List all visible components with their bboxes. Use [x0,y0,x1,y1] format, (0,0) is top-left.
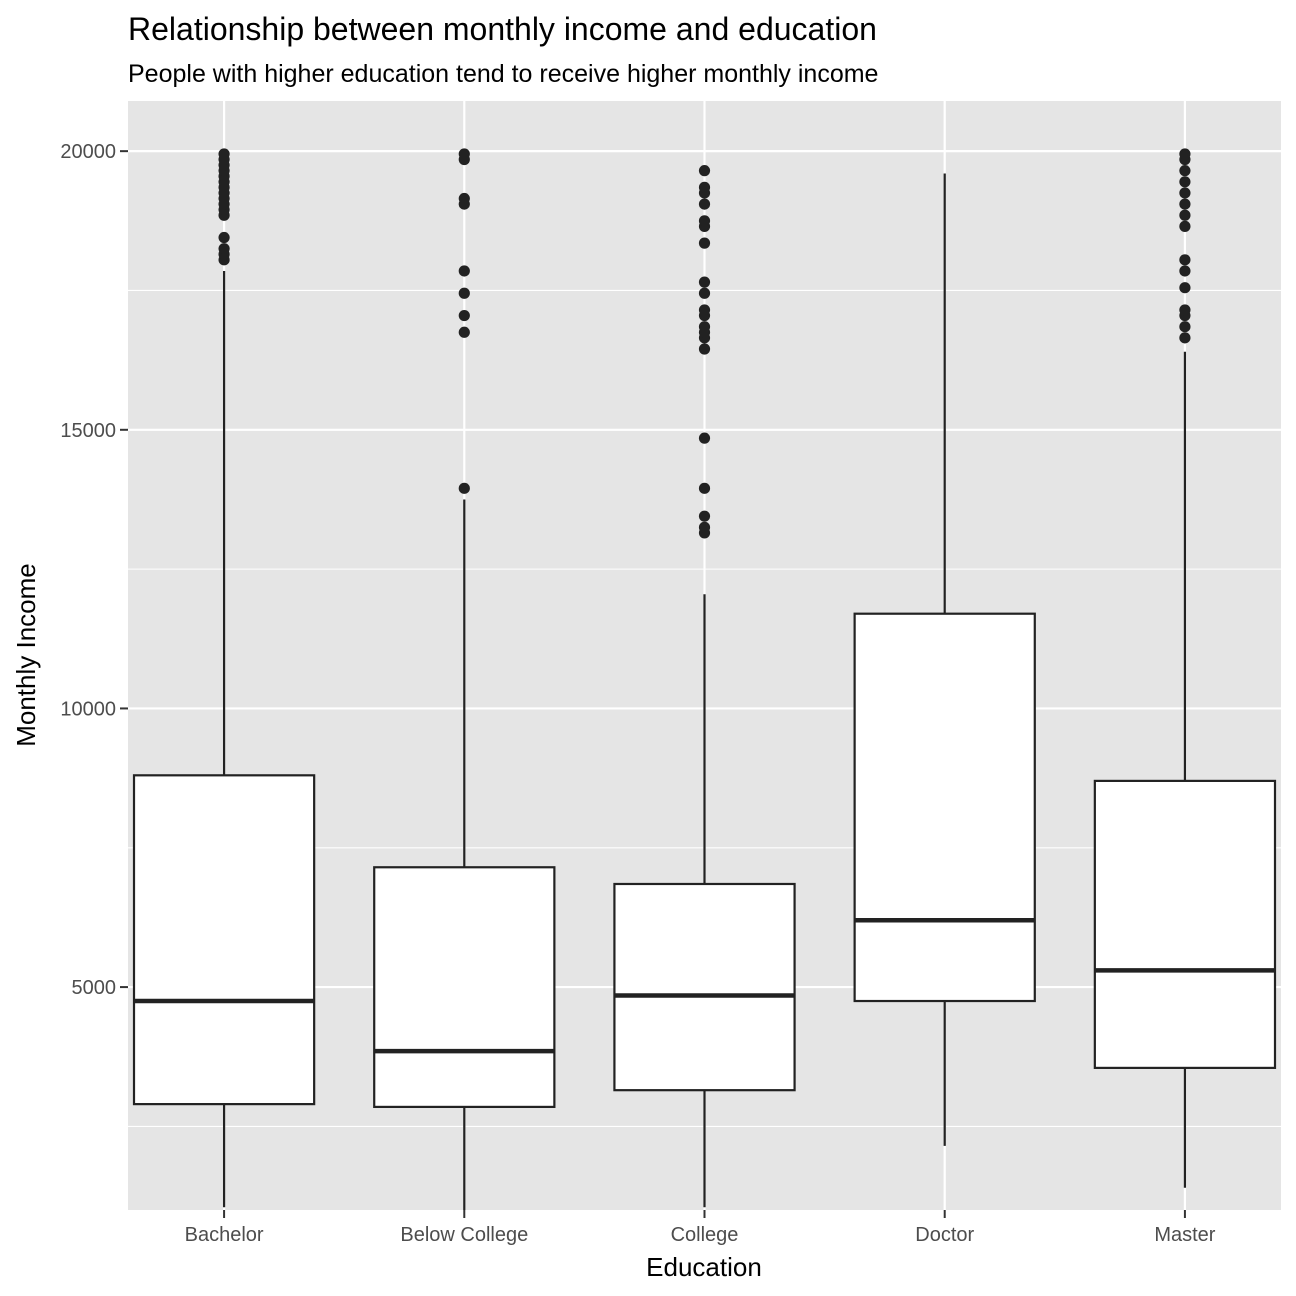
outlier-point [458,309,470,322]
box-iqr [1093,779,1277,1069]
box-college [613,165,796,1208]
x-tick-label: Master [1154,1224,1215,1246]
outlier-point [458,482,470,494]
y-tick-label: 20000 [60,141,116,163]
box-iqr [613,882,796,1092]
box-iqr [132,774,316,1106]
outlier-point [458,148,470,160]
outlier-point [698,343,711,355]
x-axis-title: Education [646,1252,762,1282]
outlier-point [698,432,711,444]
outlier-point [1179,165,1191,177]
boxes [132,148,1277,1210]
x-tick-label: College [671,1224,739,1246]
outlier-point [218,231,230,244]
outlier-point [698,510,711,522]
outlier-point [1179,176,1191,188]
outlier-point [218,243,230,255]
outlier-point [1179,198,1191,210]
outlier-point [1179,332,1191,344]
outlier-point [1179,265,1191,277]
outlier-point [1179,304,1191,316]
box-bachelor [132,148,316,1208]
box-iqr [373,866,556,1109]
x-axis-ticks: Bachelor Below College College Doctor Master [185,1210,1216,1246]
outlier-point [698,237,711,249]
outlier-point [1179,321,1191,333]
outlier-point [458,265,470,277]
y-tick-label: 15000 [60,420,116,442]
outlier-point [218,148,230,160]
outlier-point [698,165,711,177]
outlier-point [698,181,711,193]
outlier-point [698,198,711,210]
outlier-point [458,326,470,338]
outlier-point [698,321,711,333]
outlier-point [698,521,711,533]
outlier-point [1179,282,1191,294]
outlier-point [458,287,470,299]
outlier-point [1179,148,1191,160]
outlier-point [1179,220,1191,232]
y-tick-label: 5000 [72,977,117,999]
x-tick-label: Bachelor [185,1224,264,1246]
box-master [1093,148,1277,1188]
y-axis-ticks: 5000 10000 15000 20000 [60,141,128,999]
box-iqr [853,612,1036,1003]
outlier-point [698,482,711,494]
x-tick-label: Doctor [915,1224,974,1246]
chart-title: Relationship between monthly income and … [128,11,877,47]
box-doctor [853,173,1036,1146]
outlier-point [458,192,470,205]
outlier-point [1179,209,1191,221]
outlier-point [698,276,711,288]
box-below-college [373,148,556,1210]
y-axis-title: Monthly Income [11,563,41,747]
y-tick-label: 10000 [60,698,116,720]
outlier-point [698,304,711,316]
chart-subtitle: People with higher education tend to rec… [128,60,878,88]
x-tick-label: Below College [400,1224,528,1246]
outlier-point [1179,254,1191,266]
outlier-point [698,215,711,227]
outlier-point [698,287,711,299]
outlier-point [1179,187,1191,199]
